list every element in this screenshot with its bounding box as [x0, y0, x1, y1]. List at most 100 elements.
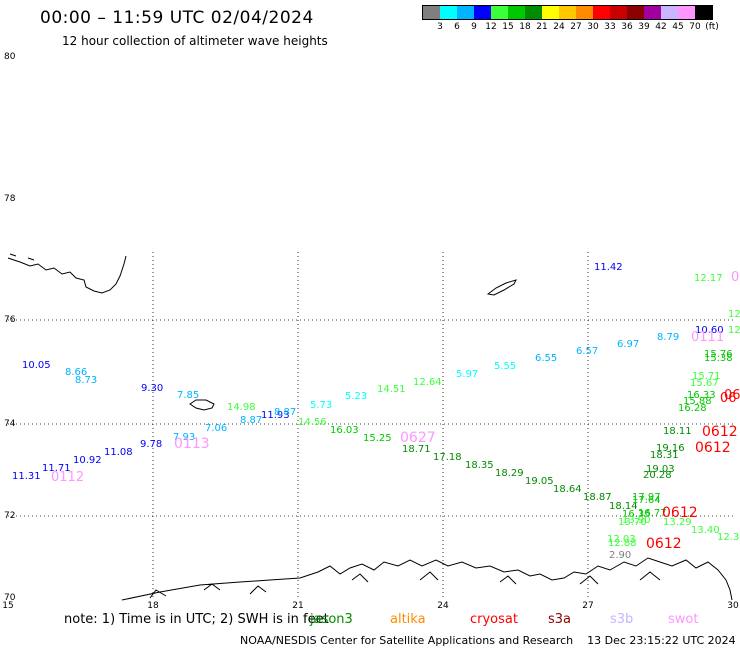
wave-height-label: 15.25 — [363, 433, 392, 444]
legend-label: 21 — [536, 22, 548, 32]
wave-height-label: 18.35 — [465, 460, 494, 471]
credit-line: NOAA/NESDIS Center for Satellite Applica… — [240, 634, 736, 647]
wave-height-label: 9.78 — [140, 439, 162, 450]
wave-height-label: 16.77 — [638, 508, 667, 519]
latitude-label: 72 — [4, 511, 16, 521]
wave-height-label: 16.33 — [687, 390, 716, 401]
pass-time-label: 0612 — [702, 424, 738, 440]
svalbard-coastline — [7, 253, 127, 294]
wave-height-label: 15.67 — [690, 378, 719, 389]
wave-height-label: 7.93 — [173, 432, 195, 443]
legend-label: 24 — [553, 22, 565, 32]
pass-time-label: 0 — [731, 270, 739, 285]
wave-height-label: 8.79 — [657, 332, 679, 343]
wave-height-label: 5.73 — [310, 400, 332, 411]
wave-height-label: 16.03 — [330, 425, 359, 436]
wave-height-label: 19.03 — [646, 464, 675, 475]
latitude-label: 74 — [4, 419, 16, 429]
pass-time-label: 06 — [724, 388, 740, 403]
legend-label: 45 — [672, 22, 684, 32]
wave-height-label: 7.85 — [177, 390, 199, 401]
legend-swatch — [678, 6, 695, 19]
wave-height-label: 20.28 — [643, 470, 672, 481]
wave-height-label: 6.55 — [535, 353, 557, 364]
legend-labels: 3 6 9 12 15 18 21 24 27 30 33 36 39 42 45 70 (ft) — [422, 20, 719, 32]
wave-height-label: 11.93 — [261, 410, 290, 421]
pass-time-label: 0112 — [51, 470, 84, 485]
wave-height-label: 18.14 — [609, 501, 638, 512]
coastlines — [7, 253, 733, 601]
legend-swatch — [491, 6, 508, 19]
wave-height-label: 17.64 — [632, 495, 661, 506]
legend-label: 30 — [587, 22, 599, 32]
generated-timestamp: 13 Dec 23:15:22 UTC 2024 — [587, 634, 736, 647]
bear-island-coastline — [189, 399, 215, 411]
wave-height-label: 18.29 — [495, 468, 524, 479]
wave-height-label: 17.18 — [433, 452, 462, 463]
wave-height-label: 9.30 — [141, 383, 163, 394]
wave-height-label: 12.88 — [608, 538, 637, 549]
pass-time-label: 0612 — [695, 440, 731, 456]
legend-swatch — [610, 6, 627, 19]
legend-swatch — [525, 6, 542, 19]
legend-label: 12 — [485, 22, 497, 32]
wave-height-label: 16.35 — [622, 509, 651, 520]
wave-height-label: 18.87 — [583, 492, 612, 503]
wave-height-label: 8.73 — [75, 375, 97, 386]
wave-height-label: 2.90 — [609, 550, 631, 561]
wave-height-label: 15.38 — [704, 353, 733, 364]
satellite-cryosat: cryosat — [470, 612, 518, 627]
longitude-label: 27 — [582, 601, 594, 611]
wave-height-label: 14.98 — [227, 402, 256, 413]
wave-height-label: 10.60 — [695, 325, 724, 336]
wave-height-label: 11.31 — [12, 471, 41, 482]
latitude-label: 78 — [4, 194, 16, 204]
wave-height-label: 5.97 — [456, 369, 478, 380]
legend-swatch — [457, 6, 474, 19]
page-subtitle: 12 hour collection of altimeter wave hei… — [62, 34, 328, 48]
legend-swatch — [644, 6, 661, 19]
legend-swatch — [542, 6, 559, 19]
legend-swatch — [593, 6, 610, 19]
pass-time-label: 0612 — [662, 505, 698, 521]
satellite-swot: swot — [668, 612, 699, 627]
wave-height-label: 5.23 — [345, 391, 367, 402]
legend-swatch — [576, 6, 593, 19]
wave-height-label: 12 — [728, 325, 740, 336]
wave-height-label: 13.40 — [691, 525, 720, 536]
wave-height-label: 11.71 — [42, 463, 71, 474]
legend-label: 3 — [437, 22, 443, 32]
legend-label: 39 — [638, 22, 650, 32]
wave-height-label: 13.29 — [663, 517, 692, 528]
longitude-label: 21 — [292, 601, 304, 611]
satellite-jason3: jason3 — [310, 612, 353, 627]
wave-height-label: 12.03 — [607, 534, 636, 545]
satellite-altika: altika — [390, 612, 426, 627]
legend-label: 70 — [689, 22, 701, 32]
legend-swatch — [661, 6, 678, 19]
longitude-label: 15 — [2, 601, 14, 611]
longitude-label: 24 — [437, 601, 449, 611]
wave-height-label: 13.70 — [618, 517, 647, 528]
satellite-s3a: s3a — [548, 612, 572, 627]
legend-label: (ft) — [705, 22, 719, 32]
wave-height-label: 12.64 — [413, 377, 442, 388]
pass-time-label: 0612 — [646, 536, 682, 552]
legend-label: 27 — [570, 22, 582, 32]
pass-time-label: 0113 — [174, 436, 210, 452]
legend-label: 15 — [502, 22, 514, 32]
wave-height-label: 15.71 — [692, 371, 721, 382]
longitude-label: 18 — [147, 601, 159, 611]
pass-time-label: 0111 — [691, 330, 724, 345]
legend-label: 42 — [655, 22, 667, 32]
wave-height-label: 10.92 — [73, 455, 102, 466]
legend-label: 18 — [519, 22, 531, 32]
wave-height-label: 15.88 — [683, 396, 712, 407]
wave-height-label: 5.55 — [494, 361, 516, 372]
wave-height-label: 6.57 — [576, 346, 598, 357]
wave-height-label: 8.66 — [65, 367, 87, 378]
wave-height-label: 12 — [728, 309, 740, 320]
wave-height-label: 11.08 — [104, 447, 133, 458]
